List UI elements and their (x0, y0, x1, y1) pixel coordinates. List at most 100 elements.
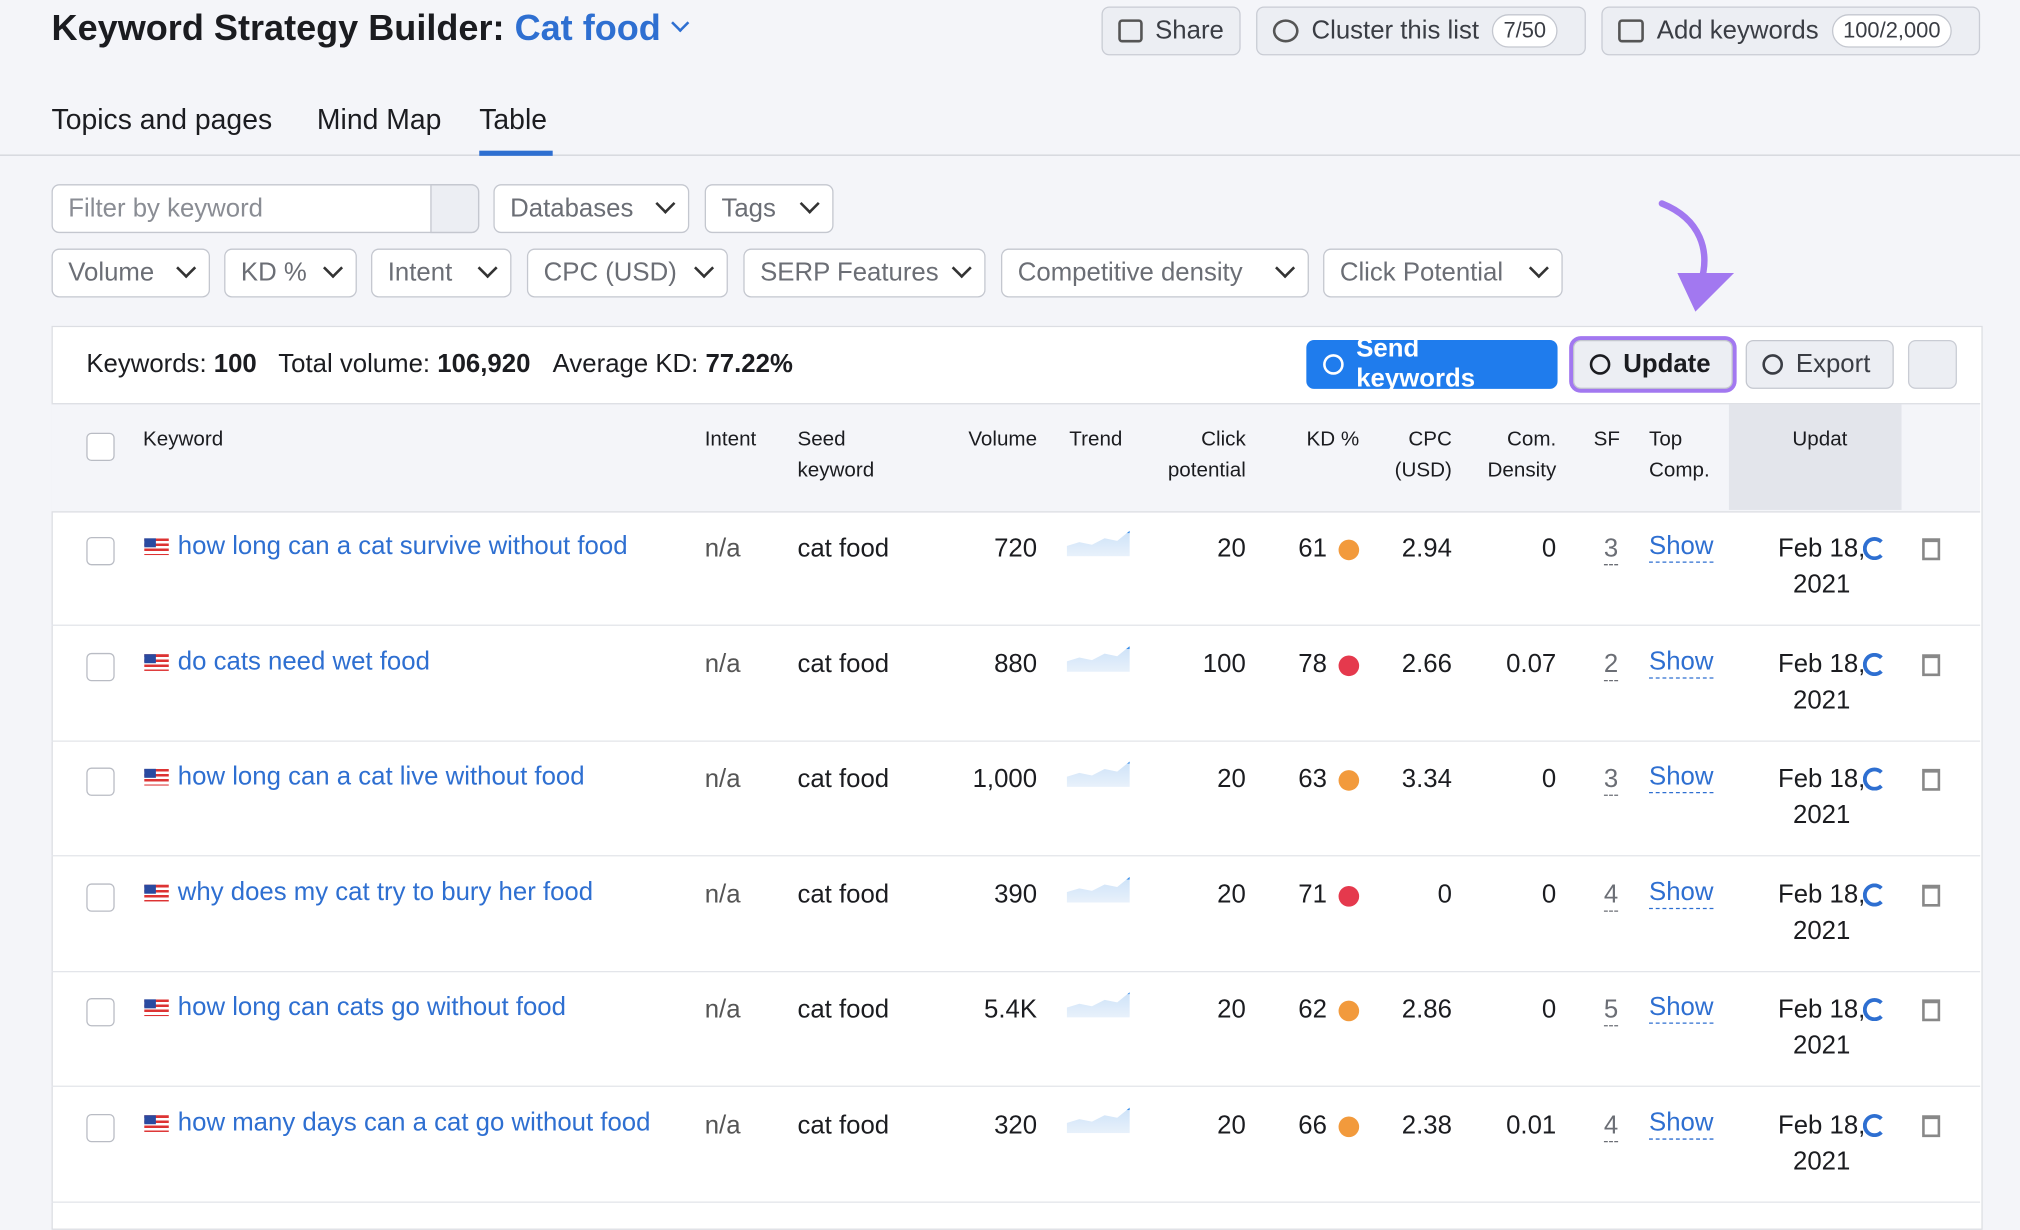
kd-dot (1338, 885, 1360, 907)
checkbox[interactable] (86, 537, 115, 566)
tab[interactable]: Topics and pages (51, 103, 273, 136)
seed-keyword: cat food (797, 765, 890, 794)
updated: Feb 18, 2021 (1777, 534, 1866, 599)
click-potential: 20 (1217, 765, 1246, 794)
cpc: 2.38 (1401, 1111, 1452, 1140)
flag-canton (144, 999, 156, 1009)
chevron (323, 257, 344, 278)
chevron (477, 257, 498, 278)
refresh[interactable] (1862, 998, 1887, 1022)
dropdown[interactable]: Volume (51, 248, 210, 298)
icon (1618, 19, 1644, 43)
keyword-link[interactable]: how long can a cat live without food (177, 762, 585, 791)
button-label: Add keywords (1656, 16, 1819, 45)
button-label: Export (1795, 349, 1871, 378)
keyword-link[interactable]: do cats need wet food (177, 647, 430, 676)
dropdown-label: Tags (721, 193, 776, 223)
icon (1118, 19, 1143, 43)
checkbox[interactable] (86, 432, 115, 462)
header-button[interactable]: Share (1101, 6, 1241, 56)
dropdown-label: Competitive density (1017, 258, 1243, 287)
refresh[interactable] (1862, 1113, 1887, 1138)
serp-features[interactable]: 4 (1603, 881, 1619, 912)
dropdown[interactable]: CPC (USD) (526, 248, 728, 298)
dropdown[interactable]: KD % (224, 248, 357, 298)
delete[interactable] (1922, 653, 1941, 676)
search-button[interactable] (430, 184, 480, 234)
summary-value: 77.22% (705, 350, 793, 379)
summary-label: Total volume: (278, 350, 431, 379)
refresh[interactable] (1862, 883, 1887, 907)
flag-canton (144, 1115, 156, 1125)
action-button[interactable]: Export (1745, 339, 1894, 389)
checkbox[interactable] (86, 883, 115, 912)
action-button[interactable]: Send keywords (1306, 335, 1558, 393)
checkbox[interactable] (86, 998, 115, 1027)
row-divider (51, 739, 1981, 742)
updated: Feb 18, 2021 (1777, 995, 1866, 1061)
checkbox[interactable] (86, 767, 115, 797)
updated: Feb 18, 2021 (1777, 880, 1866, 945)
subject[interactable]: Cat food (514, 7, 661, 48)
serp-features[interactable]: 4 (1603, 1111, 1619, 1143)
serp-features[interactable]: 3 (1603, 534, 1619, 566)
top-comp-link[interactable]: Show (1649, 763, 1714, 794)
delete[interactable] (1922, 884, 1941, 907)
click-potential: 20 (1217, 534, 1246, 563)
volume: 320 (994, 1111, 1038, 1140)
serp-features[interactable]: 5 (1603, 996, 1619, 1027)
top-comp-link[interactable]: Show (1649, 1109, 1714, 1140)
tab[interactable]: Mind Map (316, 103, 442, 136)
dropdown[interactable]: Competitive density (1001, 248, 1309, 298)
serp-features[interactable]: 3 (1603, 765, 1619, 797)
header-button[interactable]: Cluster this list 7/50 (1256, 6, 1586, 56)
volume: 5.4K (984, 995, 1038, 1025)
delete[interactable] (1922, 999, 1941, 1022)
com-density: 0.07 (1506, 649, 1557, 679)
refresh[interactable] (1862, 767, 1887, 791)
chevron (176, 257, 197, 278)
dropdown[interactable]: Click Potential (1323, 248, 1563, 298)
dropdown[interactable]: SERP Features (743, 248, 986, 298)
intent: n/a (704, 765, 741, 794)
dropdown[interactable]: Databases (493, 184, 690, 234)
seed-keyword: cat food (797, 649, 890, 679)
sorted-column (1728, 404, 1902, 510)
icon (1272, 19, 1299, 43)
table-header (51, 403, 1981, 513)
column-header: Updat (1792, 428, 1848, 451)
row-divider (51, 1086, 1981, 1088)
action-button[interactable]: Update (1573, 339, 1733, 389)
header-button[interactable]: Add keywords 100/2,000 (1601, 6, 1981, 56)
dropdown-label: Click Potential (1339, 258, 1504, 287)
summary-item: Keywords: 100 (86, 350, 256, 380)
top-comp-link[interactable]: Show (1649, 878, 1714, 909)
column-header: Com. Density (1487, 428, 1557, 482)
dropdown[interactable]: Tags (704, 184, 834, 234)
dropdown[interactable]: Intent (371, 248, 512, 298)
serp-features[interactable]: 2 (1603, 650, 1619, 681)
search-input[interactable]: Filter by keyword (51, 184, 480, 234)
delete[interactable] (1922, 1115, 1941, 1138)
checkbox[interactable] (86, 1113, 115, 1143)
updated: Feb 18, 2021 (1777, 765, 1866, 830)
refresh[interactable] (1862, 652, 1887, 676)
tab-underline (479, 150, 553, 156)
delete[interactable] (1922, 538, 1941, 561)
delete-button[interactable] (1907, 339, 1957, 389)
checkbox[interactable] (86, 652, 115, 681)
keyword-link[interactable]: how long can cats go without food (177, 993, 566, 1022)
keyword-link[interactable]: how many days can a cat go without food (177, 1108, 651, 1138)
delete[interactable] (1922, 769, 1941, 791)
kd-dot (1338, 770, 1360, 791)
row-divider (51, 1201, 1981, 1203)
top-comp-link[interactable]: Show (1649, 532, 1714, 563)
top-comp-link[interactable]: Show (1649, 647, 1714, 679)
keyword-link[interactable]: how long can a cat survive without food (177, 531, 628, 561)
refresh[interactable] (1862, 537, 1887, 561)
keyword-link[interactable]: why does my cat try to bury her food (177, 878, 594, 907)
column-header: SF (1593, 428, 1620, 451)
top-comp-link[interactable]: Show (1649, 993, 1714, 1025)
tab[interactable]: Table (479, 103, 548, 136)
click-potential: 20 (1217, 995, 1246, 1025)
